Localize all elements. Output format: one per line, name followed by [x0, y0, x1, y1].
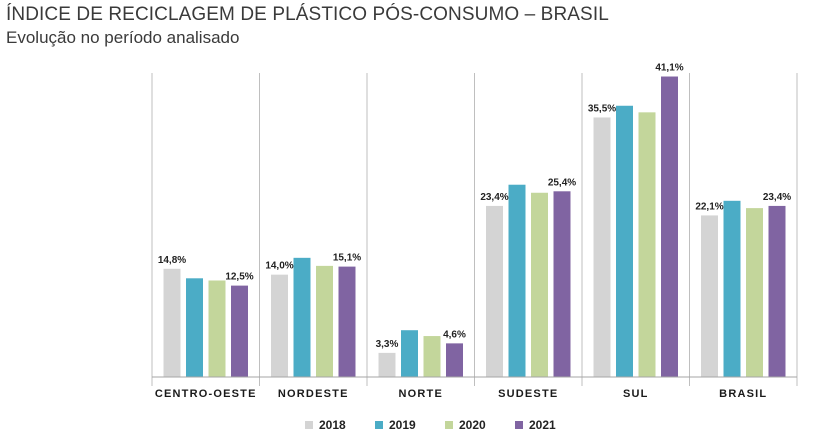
category-label: SUL: [623, 388, 649, 400]
bar-sul-2021: [661, 76, 678, 377]
bar-sul-2019: [616, 105, 633, 377]
legend: 2018 2019 2020 2021: [305, 418, 556, 432]
chart-subtitle: Evolução no período analisado: [6, 28, 240, 47]
bar-brasil-2019: [723, 200, 741, 377]
bar-nordeste-2020: [316, 265, 333, 377]
data-label: 22,1%: [695, 201, 723, 212]
bar-brasil-2018: [701, 215, 718, 377]
data-label: 35,5%: [588, 103, 616, 114]
data-label: 14,8%: [158, 255, 186, 266]
data-label: 23,4%: [480, 192, 508, 203]
bar-sudeste-2019: [508, 184, 526, 377]
data-label: 15,1%: [333, 253, 361, 264]
bar-sudeste-2021: [553, 191, 571, 377]
legend-label-2020: 2020: [459, 418, 486, 432]
bar-brasil-2020: [746, 208, 763, 377]
category-label: NORDESTE: [278, 388, 349, 400]
legend-swatch-2021: [515, 421, 523, 429]
legend-label-2018: 2018: [319, 418, 346, 432]
category-label: NORTE: [399, 388, 444, 400]
data-label: 14,0%: [265, 261, 293, 272]
bar-centro-oeste-2021: [231, 285, 248, 377]
data-label: 4,6%: [443, 329, 466, 340]
data-label: 25,4%: [548, 177, 576, 188]
bar-sul-2020: [638, 112, 656, 378]
category-label: CENTRO-OESTE: [155, 388, 257, 400]
data-label: 23,4%: [763, 192, 791, 203]
legend-swatch-2020: [445, 421, 453, 429]
bar-centro-oeste-2020: [208, 280, 226, 377]
chart-title: ÍNDICE DE RECICLAGEM DE PLÁSTICO PÓS-CON…: [6, 4, 609, 25]
bars-group: [163, 76, 786, 378]
bar-nordeste-2019: [293, 257, 311, 377]
data-labels-group: 14,8% 12,5% 14,0% 15,1% 3,3% 4,6% 23,4% 25,4% 35…: [158, 63, 791, 350]
bar-norte-2018: [378, 352, 396, 377]
bar-nordeste-2021: [338, 266, 356, 377]
bar-norte-2019: [401, 330, 418, 377]
bar-sudeste-2020: [531, 192, 548, 377]
category-label: SUDESTE: [498, 388, 558, 400]
legend-label-2021: 2021: [529, 418, 556, 432]
bar-sudeste-2018: [486, 205, 503, 377]
data-label: 12,5%: [225, 272, 253, 283]
bar-centro-oeste-2018: [163, 268, 181, 377]
category-dividers: [151, 73, 798, 386]
bar-centro-oeste-2019: [186, 278, 203, 377]
bar-brasil-2021: [768, 205, 786, 377]
category-label: BRASIL: [719, 388, 767, 400]
category-labels-group: CENTRO-OESTE NORDESTE NORTE SUDESTE SUL BRASI…: [155, 388, 767, 400]
legend-swatch-2019: [375, 421, 383, 429]
data-label: 41,1%: [655, 63, 683, 74]
bar-norte-2020: [423, 336, 441, 377]
bar-nordeste-2018: [271, 274, 288, 377]
data-label: 3,3%: [376, 339, 399, 350]
legend-swatch-2018: [305, 421, 313, 429]
legend-label-2019: 2019: [389, 418, 416, 432]
bar-norte-2021: [446, 343, 463, 377]
bar-sul-2018: [593, 117, 611, 377]
